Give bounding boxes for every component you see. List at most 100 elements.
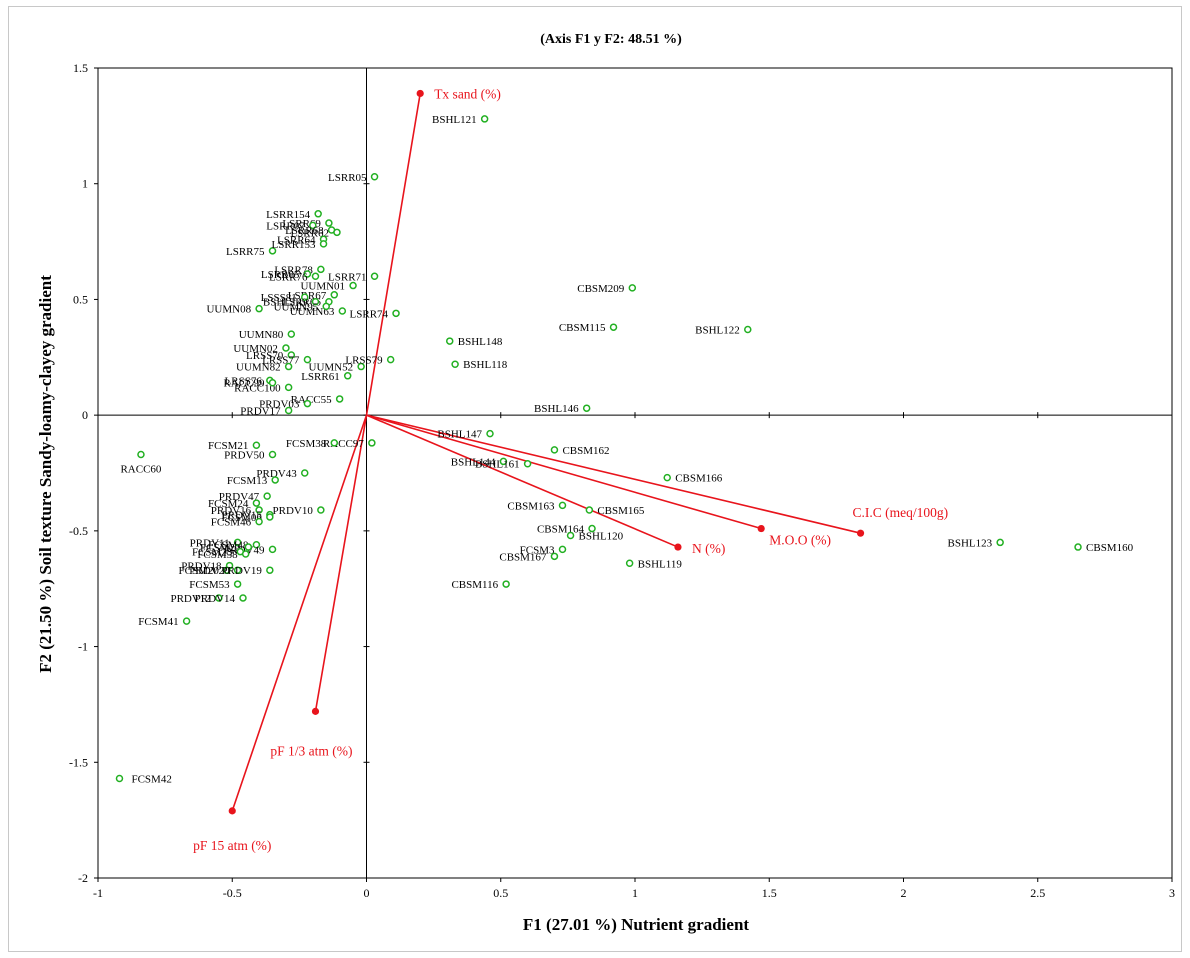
observation-point: [370, 173, 379, 181]
observation-point: [335, 395, 344, 403]
observation-label: RACC100: [234, 382, 281, 394]
observation-label: FCSM38: [286, 438, 327, 450]
variable-vector-line: [231, 414, 368, 812]
observation-point: [255, 517, 263, 526]
variable-label: pF 1/3 atm (%): [270, 743, 352, 758]
observation-label: PRDV49: [224, 544, 265, 556]
x-tick-label: 1: [632, 886, 638, 900]
observation-point: [502, 580, 510, 588]
observation-label: RACC55: [291, 394, 332, 406]
observation-label: PRDV11: [190, 537, 230, 549]
observation-label: LSRR61: [301, 371, 340, 383]
observation-label: UUMN80: [239, 329, 284, 341]
observation-label: FCSM22: [200, 542, 240, 554]
variable-vector-tip: [416, 89, 424, 98]
observation-label: CBSM167: [499, 551, 547, 563]
observation-label: BSHL123: [948, 537, 993, 549]
observation-point: [550, 446, 559, 454]
observation-point: [233, 566, 242, 574]
observation-point: [523, 459, 532, 468]
observation-point: [244, 543, 253, 551]
observation-point: [628, 284, 637, 292]
observation-point: [300, 293, 309, 301]
observation-point: [325, 219, 333, 227]
y-tick-label: -0.5: [69, 524, 88, 538]
observation-label: LSRR64: [277, 234, 316, 246]
observation-label: BSHL144: [451, 456, 496, 468]
variable-vector-line: [366, 414, 861, 534]
observation-point: [588, 524, 596, 533]
observation-label: FCSM06: [221, 512, 262, 524]
observation-label: BSHL148: [458, 336, 503, 348]
observation-point: [255, 304, 263, 313]
observation-point: [582, 404, 591, 412]
observation-label: LSRR76: [269, 271, 308, 283]
observation-label: PRDV16: [211, 505, 252, 517]
observation-point: [266, 513, 274, 521]
observation-label: UUMN95: [274, 301, 319, 313]
observation-label: FCSM23: [192, 547, 233, 559]
observation-point: [268, 378, 277, 387]
observation-point: [233, 538, 242, 547]
variable-vector-tip: [757, 524, 765, 533]
observation-label: FCSM3: [520, 544, 555, 556]
observation-label: BSHL147: [437, 429, 482, 441]
observation-point: [311, 297, 320, 306]
observation-point: [303, 399, 312, 408]
observation-point: [357, 362, 365, 371]
observation-point: [268, 247, 277, 255]
observation-point: [223, 566, 231, 574]
observation-label: UUMN52: [309, 362, 354, 374]
observation-label: LSSS81: [261, 292, 297, 304]
observation-label: PRDV15: [221, 510, 262, 522]
observation-label: LSRR153: [272, 239, 317, 251]
observation-label: PRDV43: [256, 468, 297, 480]
observation-point: [268, 450, 277, 459]
observation-label: FCSM58: [197, 549, 238, 561]
variable-vector-line: [365, 93, 421, 416]
observation-point: [284, 362, 293, 371]
observation-label: LSRR78: [274, 264, 313, 276]
observation-label: CBSM160: [1086, 542, 1134, 554]
observation-points: BSHL121LSRR05LSRR154LSRR69LSRR07LSRR68LS…: [115, 114, 1134, 785]
observation-point: [317, 506, 325, 514]
observation-label: UUMN02: [233, 343, 278, 355]
observation-point: [252, 540, 261, 549]
observation-point: [311, 272, 320, 281]
x-tick-label: 0: [364, 886, 370, 900]
observation-label: BSHL149: [263, 297, 308, 309]
observation-label: LSRR75: [226, 246, 265, 258]
observation-point: [284, 406, 293, 415]
observation-label: PRDV17: [240, 406, 281, 418]
observation-label: BSHL119: [638, 558, 683, 570]
observation-label: CBSM115: [559, 322, 606, 334]
x-tick-label: -1: [93, 886, 103, 900]
x-tick-label: 1.5: [762, 886, 777, 900]
x-tick-label: -0.5: [223, 886, 242, 900]
observation-point: [182, 617, 191, 625]
observation-point: [287, 330, 296, 338]
observation-point: [330, 291, 339, 299]
observation-point: [282, 344, 290, 352]
observation-point: [317, 265, 325, 274]
observation-point: [239, 594, 247, 602]
observation-point: [284, 383, 293, 392]
variable-label: C.I.C (meq/100g): [853, 505, 949, 520]
observation-point: [625, 559, 634, 568]
variable-vector-tip: [311, 707, 320, 715]
observation-label: FCSM24: [208, 498, 249, 510]
observation-point: [585, 506, 594, 514]
observation-point: [303, 355, 312, 364]
variable-vector-line: [366, 414, 679, 548]
observation-point: [271, 476, 279, 484]
observation-label: BSHL161: [475, 459, 520, 471]
observation-label: BSHL122: [695, 325, 740, 337]
observation-point: [566, 531, 575, 540]
x-tick-label: 2.5: [1030, 886, 1045, 900]
observation-label: FCSM21: [208, 440, 248, 452]
y-tick-label: -1.5: [69, 755, 88, 769]
observation-label: PRDV50: [224, 449, 265, 461]
observation-label: RACC97: [323, 438, 364, 450]
y-tick-label: -2: [78, 871, 88, 885]
observation-point: [322, 302, 330, 311]
